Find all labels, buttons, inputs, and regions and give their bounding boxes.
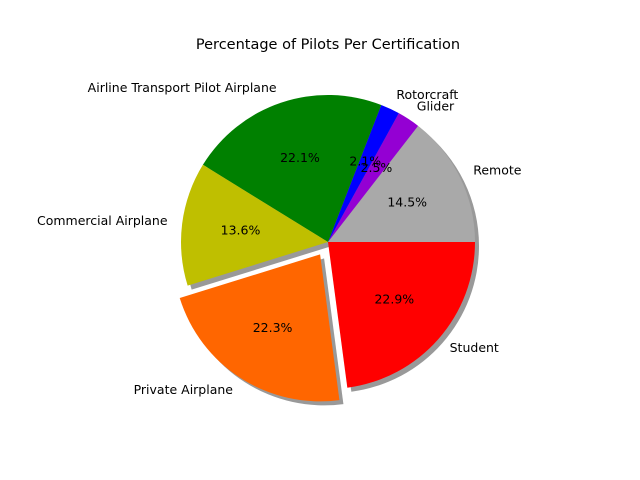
pie-slice-glider — [328, 113, 419, 242]
slice-pct-glider: 2.5% — [361, 160, 393, 175]
slice-label-student: Student — [450, 340, 499, 355]
slice-label-remote: Remote — [473, 162, 522, 177]
slice-pct-student: 22.9% — [374, 292, 414, 307]
chart-title: Percentage of Pilots Per Certification — [196, 37, 460, 53]
slice-label-private-airplane: Private Airplane — [134, 382, 234, 397]
slice-pct-private-airplane: 22.3% — [253, 320, 293, 335]
pie-slice-student — [328, 242, 475, 388]
slice-pct-remote: 14.5% — [387, 195, 427, 210]
pie-slice-private-airplane — [179, 254, 340, 402]
slice-pct-airline-transport-pilot-airplane: 22.1% — [280, 150, 320, 165]
label-layer: Remote 14.5% Glider 2.5% Rotorcraft 2.1% Airli… — [37, 80, 522, 397]
slice-layer — [179, 95, 475, 402]
slice-label-commercial-airplane: Commercial Airplane — [37, 213, 168, 228]
pie-slice-airline-transport-pilot-airplane — [202, 95, 382, 242]
pie-slice-remote — [328, 125, 475, 242]
pie-slice-commercial-airplane — [180, 164, 328, 286]
slice-label-glider: Glider — [417, 98, 455, 113]
pie-slice-rotorcraft — [328, 104, 399, 242]
slice-label-rotorcraft: Rotorcraft — [396, 87, 458, 102]
slice-label-airline-transport-pilot-airplane: Airline Transport Pilot Airplane — [88, 80, 277, 95]
slice-pct-commercial-airplane: 13.6% — [221, 222, 261, 237]
slice-pct-rotorcraft: 2.1% — [349, 154, 381, 169]
